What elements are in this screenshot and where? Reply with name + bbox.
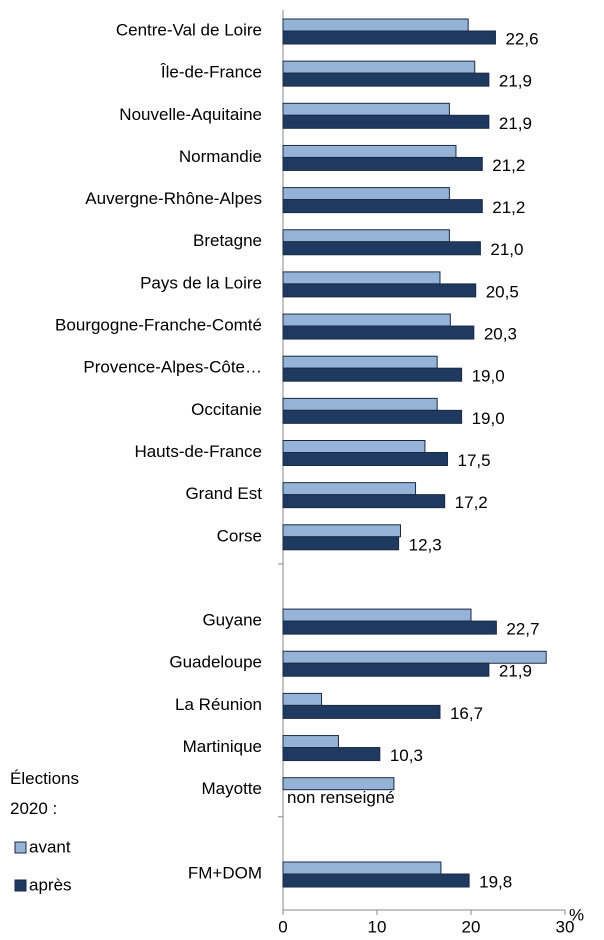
value-label: 12,3	[409, 535, 442, 554]
value-label: 17,2	[455, 493, 488, 512]
value-label: 21,2	[492, 198, 525, 217]
value-label: 21,0	[490, 240, 523, 259]
bar	[282, 367, 463, 382]
value-label: 19,8	[479, 872, 512, 891]
bar	[282, 156, 483, 171]
bar	[282, 409, 463, 424]
category-label: Auvergne-Rhône-Alpes	[85, 189, 262, 208]
bar	[282, 325, 475, 340]
value-label: 21,2	[492, 156, 525, 175]
value-label: 17,5	[458, 451, 491, 470]
x-tick-label: 0	[278, 917, 287, 936]
bar	[282, 620, 497, 635]
bar	[282, 524, 401, 538]
bar	[282, 355, 438, 369]
bar	[282, 30, 496, 45]
category-label: Guadeloupe	[169, 653, 262, 672]
bar	[282, 397, 438, 411]
category-label: Centre-Val de Loire	[116, 20, 262, 39]
bar	[282, 482, 417, 496]
value-label: non renseigné	[287, 788, 395, 807]
category-label: La Réunion	[175, 695, 262, 714]
value-label: 22,7	[506, 620, 539, 639]
value-label: 21,9	[499, 72, 532, 91]
bar	[282, 18, 469, 32]
x-tick-label: 30	[556, 917, 575, 936]
bar	[282, 777, 395, 791]
bar	[282, 704, 441, 719]
category-label: Provence-Alpes-Côte…	[83, 358, 262, 377]
bar	[282, 241, 481, 256]
category-label: Nouvelle-Aquitaine	[119, 105, 262, 124]
category-label: Bretagne	[193, 231, 262, 250]
bar	[282, 283, 477, 298]
value-label: 19,0	[472, 367, 505, 386]
category-label: Hauts-de-France	[134, 442, 262, 461]
legend-label: avant	[29, 837, 71, 856]
bar	[282, 229, 450, 243]
category-label: Grand Est	[185, 484, 262, 503]
value-label: 20,5	[486, 282, 519, 301]
bar	[282, 102, 450, 116]
value-label: 16,7	[450, 704, 483, 723]
category-label: Corse	[217, 526, 262, 545]
bar	[282, 271, 441, 285]
bar	[282, 452, 448, 466]
bar	[282, 494, 446, 509]
x-unit: %	[569, 905, 584, 924]
bar	[282, 692, 323, 706]
category-label: Normandie	[179, 147, 262, 166]
category-label: Mayotte	[202, 779, 262, 798]
value-label: 10,3	[390, 746, 423, 765]
bar	[282, 114, 490, 129]
category-label: FM+DOM	[188, 863, 262, 882]
category-label: Guyane	[202, 611, 262, 630]
legend-label: après	[29, 875, 72, 894]
bar	[282, 313, 451, 327]
bar	[282, 873, 470, 888]
legend-title: Élections 2020 :	[10, 769, 79, 818]
value-label: 21,9	[499, 114, 532, 133]
value-label: 19,0	[472, 409, 505, 428]
value-label: 21,9	[499, 662, 532, 681]
bar	[282, 608, 472, 622]
bar	[282, 72, 490, 87]
bar	[282, 187, 450, 201]
bar	[282, 144, 457, 158]
x-tick-label: 10	[368, 917, 387, 936]
category-label: Île-de-France	[160, 63, 262, 82]
value-label: 22,6	[505, 29, 538, 48]
bar	[282, 747, 381, 762]
category-label: Martinique	[183, 737, 262, 756]
category-label: Pays de la Loire	[140, 273, 262, 292]
bar	[282, 60, 476, 74]
category-label: Occitanie	[191, 400, 262, 419]
value-label: 20,3	[484, 325, 517, 344]
bar	[282, 199, 483, 214]
bar	[282, 861, 442, 875]
legend-swatch	[14, 879, 27, 892]
bar	[282, 440, 426, 453]
bar	[282, 662, 490, 677]
bar	[282, 735, 339, 749]
category-label: Bourgogne-Franche-Comté	[55, 316, 262, 335]
bar	[282, 536, 400, 551]
legend-swatch	[14, 841, 27, 854]
x-tick-label: 20	[462, 917, 481, 936]
